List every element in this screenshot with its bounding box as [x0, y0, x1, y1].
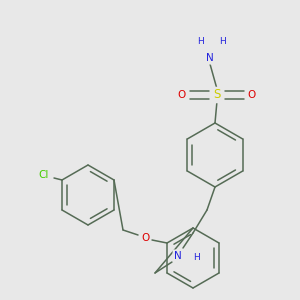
Text: O: O	[178, 90, 186, 100]
Text: N: N	[174, 251, 182, 261]
Text: O: O	[248, 90, 256, 100]
Text: N: N	[206, 53, 214, 63]
Text: O: O	[141, 233, 149, 243]
Text: S: S	[213, 88, 221, 101]
Text: H: H	[193, 254, 200, 262]
Text: H: H	[219, 38, 225, 46]
Text: H: H	[196, 38, 203, 46]
Text: Cl: Cl	[39, 170, 49, 180]
